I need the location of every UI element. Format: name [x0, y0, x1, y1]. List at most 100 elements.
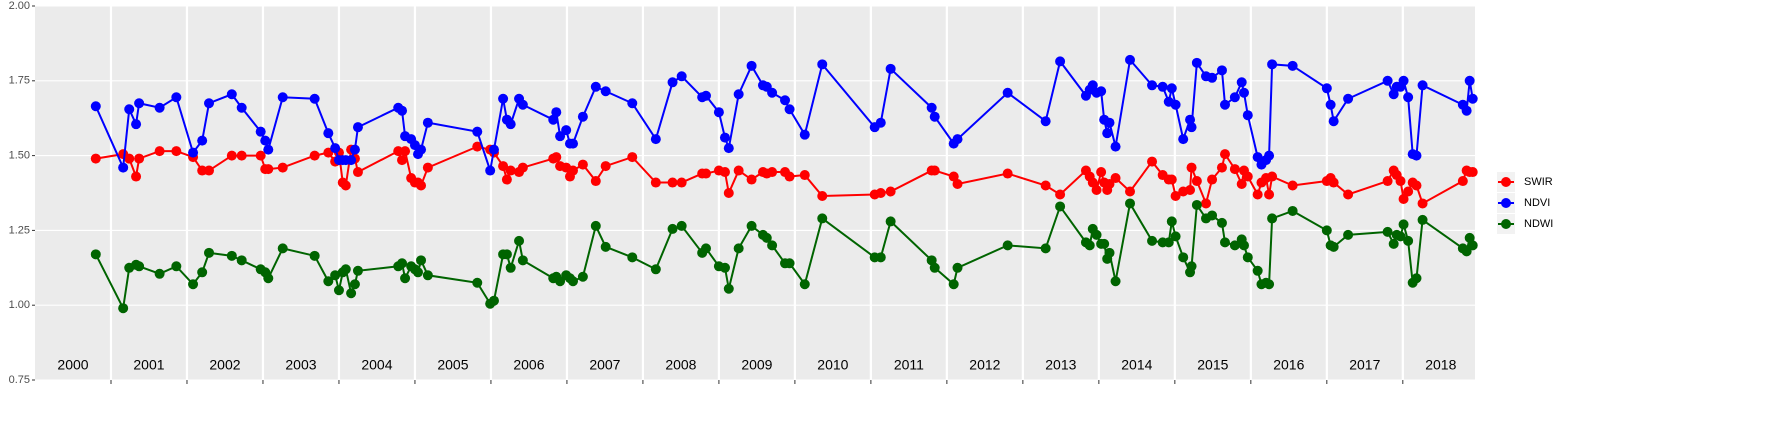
y-tick-label: 2.00	[9, 0, 30, 12]
data-point	[517, 162, 528, 173]
data-point	[124, 104, 135, 115]
data-point	[1110, 173, 1121, 184]
data-point	[1252, 265, 1263, 276]
data-point	[1055, 201, 1066, 212]
data-point	[1343, 189, 1354, 200]
data-point	[188, 147, 199, 158]
data-point	[1170, 231, 1181, 242]
data-point	[154, 268, 165, 279]
data-point	[412, 267, 423, 278]
data-point	[746, 220, 757, 231]
data-point	[1219, 149, 1230, 160]
legend-point	[1501, 198, 1511, 208]
data-point	[577, 271, 588, 282]
data-point	[627, 98, 638, 109]
data-point	[1157, 81, 1168, 92]
data-point	[277, 243, 288, 254]
data-point	[514, 235, 525, 246]
data-point	[485, 165, 496, 176]
data-point	[700, 90, 711, 101]
data-point	[1207, 72, 1218, 83]
legend-label: SWIR	[1524, 176, 1553, 188]
data-point	[400, 146, 411, 157]
data-point	[676, 220, 687, 231]
data-point	[1147, 156, 1158, 167]
data-point	[501, 249, 512, 260]
data-point	[90, 249, 101, 260]
data-point	[124, 153, 135, 164]
data-point	[118, 303, 129, 314]
data-point	[226, 150, 237, 161]
year-label: 2010	[817, 357, 848, 373]
data-point	[416, 255, 427, 266]
data-point	[929, 111, 940, 122]
data-point	[700, 168, 711, 179]
data-point	[197, 165, 208, 176]
year-label: 2000	[57, 357, 88, 373]
year-label: 2012	[969, 357, 1000, 373]
data-point	[568, 165, 579, 176]
data-point	[505, 165, 516, 176]
data-point	[667, 177, 678, 188]
data-point	[472, 141, 483, 152]
data-point	[204, 98, 215, 109]
data-point	[501, 174, 512, 185]
data-point	[226, 250, 237, 261]
data-point	[323, 128, 334, 139]
data-point	[1267, 171, 1278, 182]
data-point	[1147, 235, 1158, 246]
data-point	[676, 71, 687, 82]
legend-label: NDWI	[1524, 218, 1553, 230]
data-point	[885, 186, 896, 197]
data-point	[154, 102, 165, 113]
data-point	[1267, 59, 1278, 70]
data-point	[952, 262, 963, 273]
year-label: 2013	[1045, 357, 1076, 373]
data-point	[1185, 185, 1196, 196]
data-point	[719, 132, 730, 143]
data-point	[1467, 240, 1478, 251]
data-point	[349, 144, 360, 155]
data-point	[746, 60, 757, 71]
data-point	[488, 295, 499, 306]
data-point	[929, 262, 940, 273]
data-point	[263, 273, 274, 284]
data-point	[131, 171, 142, 182]
data-point	[719, 262, 730, 273]
data-point	[1186, 162, 1197, 173]
data-point	[1287, 180, 1298, 191]
data-point	[134, 153, 145, 164]
data-point	[505, 262, 516, 273]
data-point	[1398, 75, 1409, 86]
year-label: 2016	[1273, 357, 1304, 373]
data-point	[309, 250, 320, 261]
data-point	[1388, 89, 1399, 100]
data-point	[1207, 174, 1218, 185]
data-point	[767, 167, 778, 178]
data-point	[1040, 116, 1051, 127]
data-point	[1403, 92, 1414, 103]
data-point	[1166, 174, 1177, 185]
data-point	[733, 243, 744, 254]
data-point	[1200, 198, 1211, 209]
data-point	[422, 162, 433, 173]
data-point	[1252, 189, 1263, 200]
data-point	[1191, 199, 1202, 210]
data-point	[713, 107, 724, 118]
data-point	[1185, 114, 1196, 125]
data-point	[1087, 177, 1098, 188]
year-label: 2017	[1349, 357, 1380, 373]
data-point	[1388, 238, 1399, 249]
data-point	[600, 86, 611, 97]
data-point	[472, 277, 483, 288]
data-point	[577, 159, 588, 170]
data-point	[333, 285, 344, 296]
data-point	[1417, 198, 1428, 209]
data-point	[885, 63, 896, 74]
data-point	[1091, 185, 1102, 196]
data-point	[197, 267, 208, 278]
data-point	[517, 255, 528, 266]
data-point	[1055, 189, 1066, 200]
data-point	[1328, 177, 1339, 188]
data-point	[650, 134, 661, 145]
